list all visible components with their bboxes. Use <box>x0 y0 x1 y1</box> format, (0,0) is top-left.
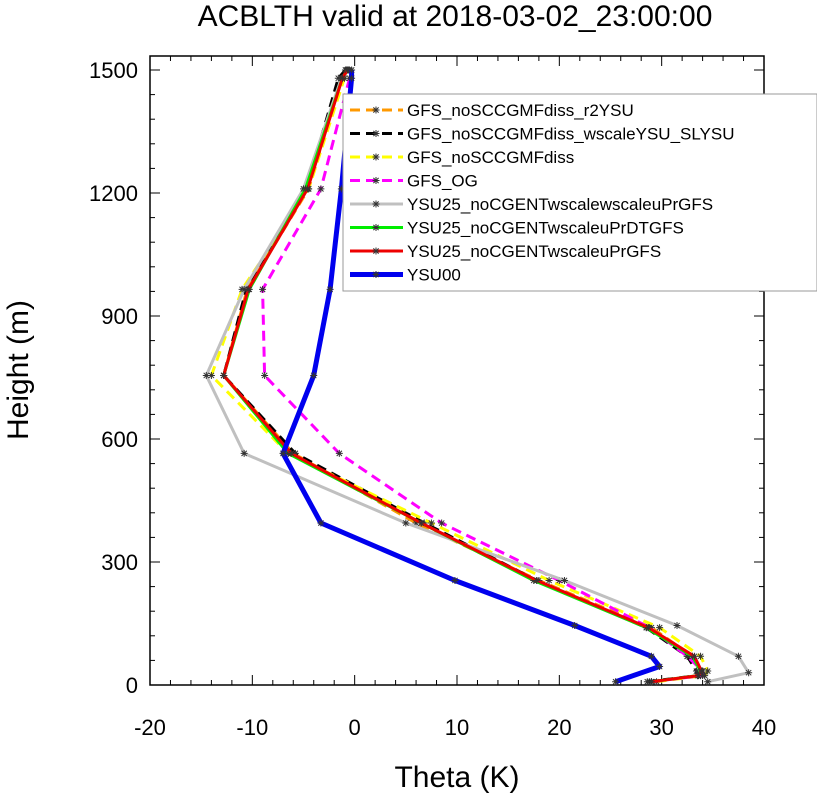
series-layer <box>202 66 753 686</box>
legend-label: GFS_OG <box>407 172 478 191</box>
x-tick-label: -20 <box>134 715 166 740</box>
x-tick-label: 20 <box>547 715 571 740</box>
data-point <box>697 652 705 660</box>
data-point <box>699 672 707 680</box>
data-point <box>698 667 706 675</box>
data-point <box>644 624 652 632</box>
data-point <box>244 285 252 293</box>
data-point <box>692 667 700 675</box>
legend-entry: GFS_noSCCGMFdiss_wscaleYSU_SLYSU <box>350 125 735 144</box>
legend-marker <box>372 271 380 278</box>
data-point <box>261 371 269 379</box>
legend-entry: GFS_OG <box>350 172 478 191</box>
data-point <box>348 74 356 82</box>
data-point <box>704 667 712 675</box>
y-tick-label: 0 <box>126 673 138 698</box>
x-tick-label: -10 <box>236 715 268 740</box>
legend-entry: YSU25_noCGENTwscaleuPrDTGFS <box>350 219 684 238</box>
series-line <box>204 69 751 684</box>
data-point <box>402 519 410 527</box>
legend-label: GFS_noSCCGMFdiss_r2YSU <box>407 101 634 120</box>
data-point <box>344 66 352 74</box>
data-point <box>647 652 655 660</box>
x-tick-label: 10 <box>445 715 469 740</box>
data-point <box>304 185 312 193</box>
data-point <box>643 678 651 686</box>
data-point <box>438 519 446 527</box>
data-point <box>337 185 345 193</box>
data-point <box>533 576 541 584</box>
x-tick-label: 0 <box>349 715 361 740</box>
y-tick-label: 900 <box>101 304 138 329</box>
data-point <box>545 576 553 584</box>
data-point <box>317 519 325 527</box>
data-point <box>673 622 681 630</box>
data-point <box>338 74 346 82</box>
legend-label: YSU25_noCGENTwscalewscaleuPrGFS <box>407 195 713 214</box>
data-point <box>259 285 267 293</box>
data-point <box>704 678 712 686</box>
legend-label: YSU25_noCGENTwscaleuPrGFS <box>407 242 661 261</box>
legend-marker <box>372 106 380 114</box>
legend-box <box>342 93 817 292</box>
chart-title: ACBLTH valid at 2018-03-02_23:00:00 <box>198 0 713 33</box>
x-axis-label: Theta (K) <box>394 761 519 794</box>
data-point <box>683 652 691 660</box>
legend-entry: YSU25_noCGENTwscalewscaleuPrGFS <box>350 195 713 214</box>
legend-marker <box>372 177 380 184</box>
legend-marker <box>372 200 380 208</box>
data-point <box>220 371 228 379</box>
data-point <box>291 449 299 457</box>
data-point <box>326 285 334 293</box>
x-tick-label: 30 <box>649 715 673 740</box>
data-point <box>656 624 664 632</box>
legend-label: YSU00 <box>407 266 461 285</box>
data-point <box>287 449 295 457</box>
data-point <box>240 449 248 457</box>
legend-label: GFS_noSCCGMFdiss_wscaleYSU_SLYSU <box>407 125 735 144</box>
y-tick-label: 1200 <box>89 181 138 206</box>
y-tick-label: 1500 <box>89 58 138 83</box>
legend-entry: YSU00 <box>350 266 461 285</box>
data-point <box>335 449 343 457</box>
data-point <box>310 371 318 379</box>
data-point <box>734 652 742 660</box>
data-point <box>695 672 703 680</box>
data-point <box>745 669 753 677</box>
legend-marker <box>372 247 380 255</box>
data-point <box>348 66 356 74</box>
data-point <box>317 185 325 193</box>
data-point <box>417 519 425 527</box>
y-axis-label: Height (m) <box>2 300 35 440</box>
legend-marker <box>372 224 380 231</box>
y-tick-label: 600 <box>101 427 138 452</box>
data-point <box>555 576 563 584</box>
legend-entry: GFS_noSCCGMFdiss <box>350 148 574 167</box>
legend-marker <box>372 153 380 161</box>
legend: GFS_noSCCGMFdiss_r2YSU GFS_noSCCGMFdiss_w… <box>342 93 817 292</box>
data-point <box>647 678 655 686</box>
data-point <box>560 576 568 584</box>
legend-label: YSU25_noCGENTwscaleuPrDTGFS <box>407 219 684 238</box>
axis-ticks: -20 -10 0 10 20 30 40 0 300 600 900 1200 1500 <box>89 56 776 740</box>
data-point <box>451 576 459 584</box>
data-point <box>202 371 210 379</box>
data-point <box>427 519 435 527</box>
data-point <box>240 285 248 293</box>
data-point <box>571 622 579 630</box>
x-tick-label: 40 <box>752 715 776 740</box>
y-tick-label: 300 <box>101 550 138 575</box>
data-point <box>207 371 215 379</box>
legend-marker <box>372 130 380 137</box>
data-point <box>412 519 420 527</box>
legend-entry: YSU25_noCGENTwscaleuPrGFS <box>350 242 661 261</box>
data-point <box>612 678 620 686</box>
data-point <box>279 449 287 457</box>
data-point <box>656 663 664 671</box>
data-point <box>690 652 698 660</box>
legend-label: GFS_noSCCGMFdiss <box>407 148 574 167</box>
series-7 <box>220 66 706 686</box>
legend-entry: GFS_noSCCGMFdiss_r2YSU <box>350 101 634 120</box>
